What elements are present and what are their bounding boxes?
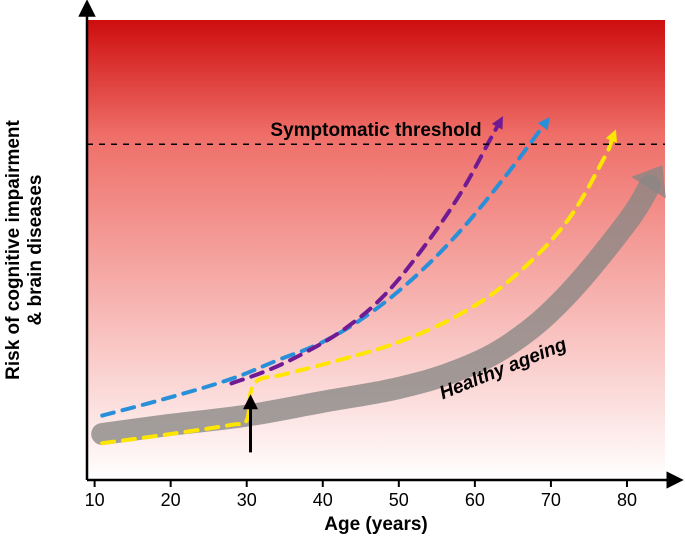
y-axis-label: Risk of cognitive impairment& brain dise… [3,119,46,379]
x-tick-label: 20 [161,490,181,510]
x-tick-label: 40 [313,490,333,510]
x-axis-label: Age (years) [324,514,428,535]
x-tick-label: 70 [541,490,561,510]
x-tick-label: 60 [465,490,485,510]
x-tick-label: 10 [85,490,105,510]
x-axis-ticks: 10 20 30 40 50 60 70 80 [85,480,637,510]
x-tick-label: 30 [237,490,257,510]
symptomatic-threshold-label: Symptomatic threshold [270,120,481,141]
plot-background [87,20,665,480]
x-tick-label: 50 [389,490,409,510]
x-tick-label: 80 [617,490,637,510]
